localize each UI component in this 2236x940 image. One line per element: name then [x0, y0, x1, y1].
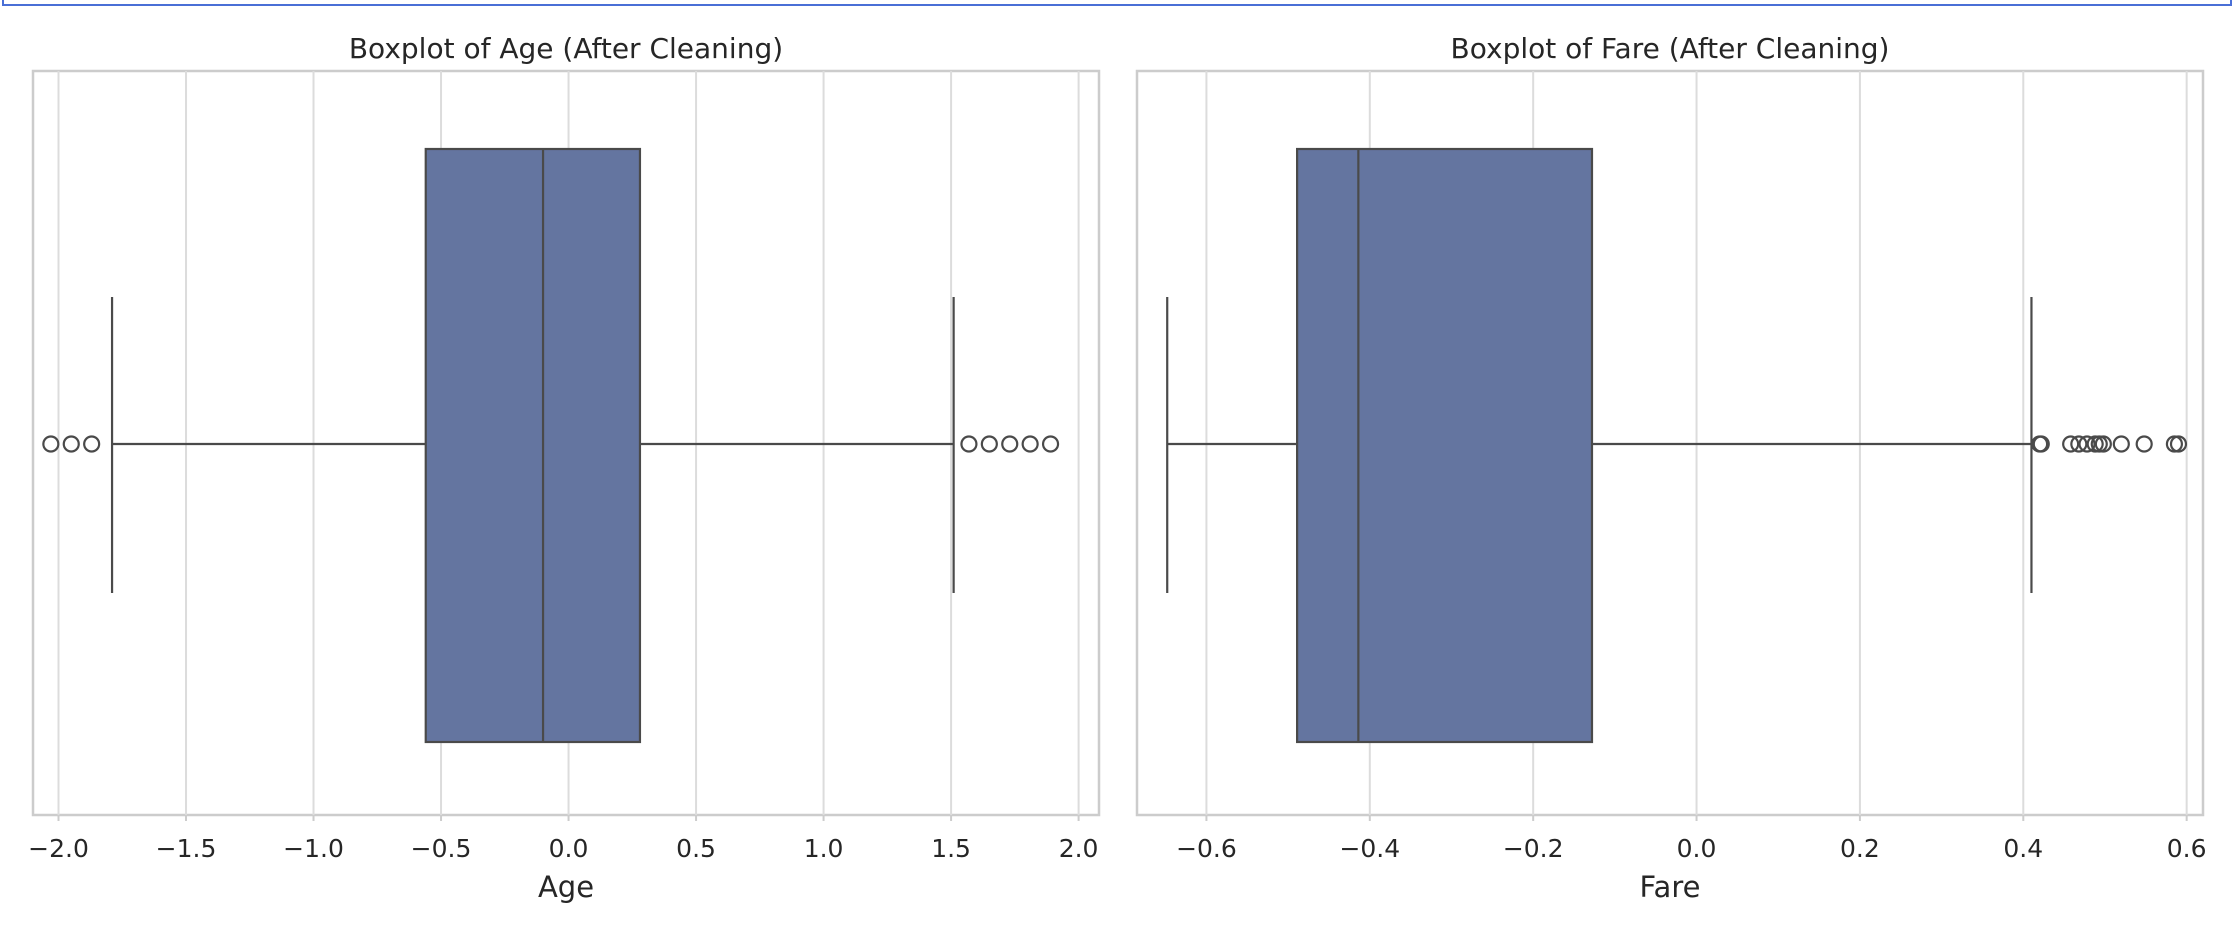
- age-chart-title: Boxplot of Age (After Cleaning): [349, 32, 783, 65]
- age-tick-label: −0.5: [411, 834, 472, 863]
- age-tick-label: 1.5: [931, 834, 971, 863]
- age-tick-labels: −2.0 −1.5 −1.0 −0.5 0.0 0.5 1.0 1.5 2.0: [28, 815, 1098, 863]
- fare-box-marks: [1166, 147, 2188, 744]
- fare-chart-title: Boxplot of Fare (After Cleaning): [1451, 32, 1890, 65]
- fare-iqr-box: [1296, 147, 1594, 744]
- age-boxplot-panel: −2.0 −1.5 −1.0 −0.5 0.0 0.5 1.0 1.5 2.0 Boxplot …: [28, 32, 1101, 904]
- fare-tick-label: 0.0: [1677, 834, 1717, 863]
- age-outlier-point: [980, 435, 998, 453]
- fare-tick-label: −0.6: [1176, 834, 1237, 863]
- age-tick-label: −2.0: [28, 834, 89, 863]
- fare-outlier-point: [2135, 435, 2153, 453]
- fare-tick-label: −0.4: [1339, 834, 1400, 863]
- age-outlier-point: [1021, 435, 1039, 453]
- age-tick-label: 1.0: [804, 834, 844, 863]
- fare-tick-label: −0.2: [1503, 834, 1564, 863]
- fare-outlier-point: [2078, 435, 2096, 453]
- age-iqr-box: [424, 147, 642, 744]
- age-tick-label: 2.0: [1059, 834, 1099, 863]
- age-x-axis-label: Age: [538, 870, 594, 904]
- age-tick-label: 0.0: [549, 834, 589, 863]
- age-outlier-point: [62, 435, 80, 453]
- age-outlier-point: [42, 435, 60, 453]
- age-tick-label: 0.5: [676, 834, 716, 863]
- fare-outlier-point: [2169, 435, 2188, 453]
- fare-outlier-point: [2112, 435, 2130, 453]
- fare-outlier-point: [2062, 435, 2080, 453]
- age-outlier-point: [83, 435, 101, 453]
- fare-outlier-point: [2032, 435, 2050, 453]
- output-cell-frame: [2, 0, 2232, 6]
- fare-tick-label: 0.4: [2003, 834, 2043, 863]
- fare-outlier-point: [2094, 435, 2112, 453]
- fare-outlier-point: [2070, 435, 2088, 453]
- age-outlier-point: [1001, 435, 1019, 453]
- fare-boxplot-panel: −0.6 −0.4 −0.2 0.0 0.2 0.4 0.6 Boxplot of Fare…: [1135, 32, 2207, 904]
- age-tick-label: −1.0: [283, 834, 344, 863]
- fare-x-axis-label: Fare: [1640, 870, 1701, 904]
- fare-tick-labels: −0.6 −0.4 −0.2 0.0 0.2 0.4 0.6: [1176, 815, 2207, 863]
- fare-tick-label: 0.2: [1840, 834, 1880, 863]
- age-outlier-point: [1041, 435, 1060, 453]
- age-tick-label: −1.5: [156, 834, 217, 863]
- age-box-marks: [42, 147, 1060, 744]
- fare-tick-label: 0.6: [2167, 834, 2207, 863]
- age-outlier-point: [960, 435, 978, 453]
